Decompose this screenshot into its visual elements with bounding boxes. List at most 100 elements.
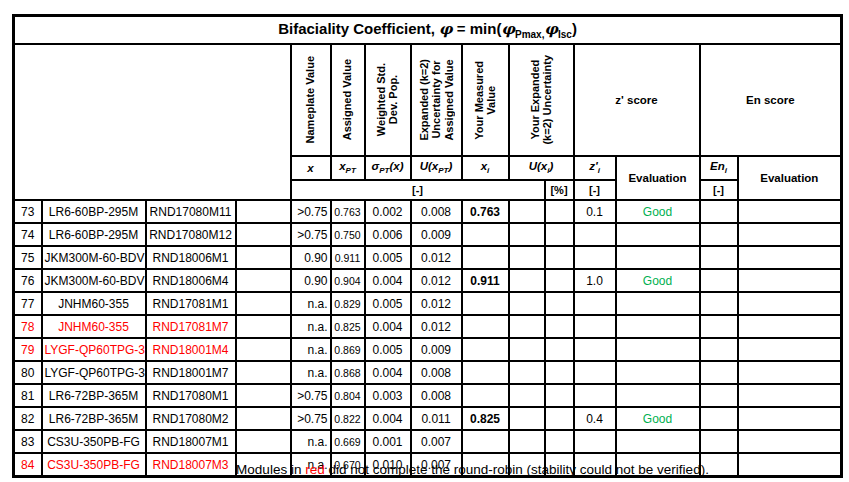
serial-number-cell: RND17081M1 bbox=[146, 292, 236, 315]
z-evaluation-cell bbox=[616, 223, 700, 246]
phi-symbol: φ bbox=[501, 20, 515, 38]
serial-number-cell: RND18001M4 bbox=[146, 338, 236, 361]
row-number-cell: 82 bbox=[14, 407, 42, 430]
empty-cell bbox=[236, 246, 291, 269]
expanded-uncertainty-cell: 0.008 bbox=[411, 200, 462, 223]
module-name-cell: LR6-60BP-295M bbox=[42, 200, 146, 223]
nameplate-value-cell: >0.75 bbox=[291, 384, 331, 407]
module-name-cell: LR6-72BP-365M bbox=[42, 384, 146, 407]
table-row: 82LR6-72BP-365MRND17080M2>0.750.8220.004… bbox=[14, 407, 842, 430]
rotated-header-row: Nameplate Value Assigned Value Weighted … bbox=[14, 44, 842, 156]
empty-cell bbox=[236, 407, 291, 430]
nameplate-value-cell: n.a. bbox=[291, 361, 331, 384]
expanded-uncertainty-cell: 0.008 bbox=[411, 384, 462, 407]
your-uncertainty-pct-cell bbox=[545, 200, 574, 223]
title-equation: = min( bbox=[457, 20, 502, 37]
header-nameplate-value: Nameplate Value bbox=[291, 44, 331, 156]
assigned-value-cell: 0.669 bbox=[331, 430, 365, 453]
phi-symbol: φ bbox=[544, 20, 558, 38]
assigned-value-cell: 0.804 bbox=[331, 384, 365, 407]
pmax-subscript: Pmax, bbox=[515, 29, 544, 40]
measured-value-cell bbox=[462, 338, 509, 361]
table-row: 78JNHM60-355RND17081M7n.a.0.8250.0040.01… bbox=[14, 315, 842, 338]
nameplate-value-cell: n.a. bbox=[291, 292, 331, 315]
z-evaluation-cell bbox=[616, 384, 700, 407]
empty-cell bbox=[236, 338, 291, 361]
expanded-uncertainty-cell: 0.012 bbox=[411, 292, 462, 315]
weighted-std-dev-cell: 0.004 bbox=[365, 407, 411, 430]
serial-number-cell: RND18001M7 bbox=[146, 361, 236, 384]
assigned-value-cell: 0.911 bbox=[331, 246, 365, 269]
z-evaluation-cell bbox=[616, 430, 700, 453]
your-uncertainty-abs-cell bbox=[509, 315, 545, 338]
phi-symbol: φ bbox=[439, 20, 453, 38]
row-number-cell: 75 bbox=[14, 246, 42, 269]
empty-cell bbox=[236, 384, 291, 407]
serial-number-cell: RND17080M2 bbox=[146, 407, 236, 430]
row-number-cell: 80 bbox=[14, 361, 42, 384]
your-uncertainty-abs-cell bbox=[509, 246, 545, 269]
nameplate-value-cell: 0.90 bbox=[291, 269, 331, 292]
empty-cell bbox=[236, 315, 291, 338]
row-number-cell: 78 bbox=[14, 315, 42, 338]
module-name-cell: JKM300M-60-BDV bbox=[42, 269, 146, 292]
empty-cell bbox=[236, 223, 291, 246]
z-score-value-cell: 0.1 bbox=[574, 200, 616, 223]
serial-number-cell: RND17080M11 bbox=[146, 200, 236, 223]
symbol-u-x-pt: U(xPT) bbox=[411, 156, 462, 180]
expanded-uncertainty-cell: 0.012 bbox=[411, 269, 462, 292]
rotated-label: Weighted Std. Dev. Pop. bbox=[375, 63, 400, 136]
expanded-uncertainty-cell: 0.009 bbox=[411, 338, 462, 361]
table-row: 83CS3U-350PB-FGRND18007M1n.a.0.6690.0010… bbox=[14, 430, 842, 453]
empty-cell bbox=[236, 361, 291, 384]
serial-number-cell: RND18006M4 bbox=[146, 269, 236, 292]
your-uncertainty-abs-cell bbox=[509, 430, 545, 453]
table-row: 74LR6-60BP-295MRND17080M12>0.750.7500.00… bbox=[14, 223, 842, 246]
your-uncertainty-pct-cell bbox=[545, 246, 574, 269]
en-evaluation-cell bbox=[738, 223, 842, 246]
footnote-text: Modules in bbox=[236, 462, 305, 477]
footnote-text: did not complete the round-robin (stabil… bbox=[325, 462, 709, 477]
z-evaluation-cell bbox=[616, 361, 700, 384]
symbol-sigma-pt: σPT(x) bbox=[365, 156, 411, 180]
nameplate-value-cell: 0.90 bbox=[291, 246, 331, 269]
unit-dimensionless: [-] bbox=[700, 180, 738, 200]
measured-value-cell: 0.763 bbox=[462, 200, 509, 223]
measured-value-cell bbox=[462, 246, 509, 269]
your-uncertainty-abs-cell bbox=[509, 338, 545, 361]
en-score-value-cell bbox=[700, 246, 738, 269]
assigned-value-cell: 0.822 bbox=[331, 407, 365, 430]
module-name-cell: LYGF-QP60TPG-335 bbox=[42, 361, 146, 384]
empty-cell bbox=[236, 200, 291, 223]
table-row: 75JKM300M-60-BDVRND18006M10.900.9110.005… bbox=[14, 246, 842, 269]
your-uncertainty-abs-cell bbox=[509, 223, 545, 246]
empty-cell bbox=[236, 430, 291, 453]
table-row: 80LYGF-QP60TPG-335RND18001M7n.a.0.8680.0… bbox=[14, 361, 842, 384]
nameplate-value-cell: n.a. bbox=[291, 315, 331, 338]
header-weighted-std-dev: Weighted Std. Dev. Pop. bbox=[365, 44, 411, 156]
nameplate-value-cell: n.a. bbox=[291, 338, 331, 361]
z-evaluation-cell: Good bbox=[616, 269, 700, 292]
z-evaluation-cell bbox=[616, 315, 700, 338]
weighted-std-dev-cell: 0.003 bbox=[365, 384, 411, 407]
header-expanded-uncertainty: Expanded (k=2) Uncertainty for Assigned … bbox=[411, 44, 462, 156]
row-number-cell: 81 bbox=[14, 384, 42, 407]
en-score-value-cell bbox=[700, 407, 738, 430]
footnote: Modules in red did not complete the roun… bbox=[0, 462, 849, 477]
your-uncertainty-pct-cell bbox=[545, 315, 574, 338]
en-score-value-cell bbox=[700, 384, 738, 407]
symbol-x-i: xi bbox=[462, 156, 509, 180]
z-evaluation-cell bbox=[616, 338, 700, 361]
module-name-cell: JKM300M-60-BDV bbox=[42, 246, 146, 269]
row-number-cell: 76 bbox=[14, 269, 42, 292]
assigned-value-cell: 0.750 bbox=[331, 223, 365, 246]
weighted-std-dev-cell: 0.001 bbox=[365, 430, 411, 453]
z-evaluation-cell: Good bbox=[616, 407, 700, 430]
title-text: Bifaciality Coefficient, bbox=[278, 20, 435, 37]
header-assigned-value: Assigned Value bbox=[331, 44, 365, 156]
expanded-uncertainty-cell: 0.008 bbox=[411, 361, 462, 384]
en-evaluation-cell bbox=[738, 200, 842, 223]
title-row: Bifaciality Coefficient, φ = min(φPmax,φ… bbox=[14, 16, 842, 45]
header-z-score: z' score bbox=[574, 44, 700, 156]
z-score-value-cell bbox=[574, 430, 616, 453]
